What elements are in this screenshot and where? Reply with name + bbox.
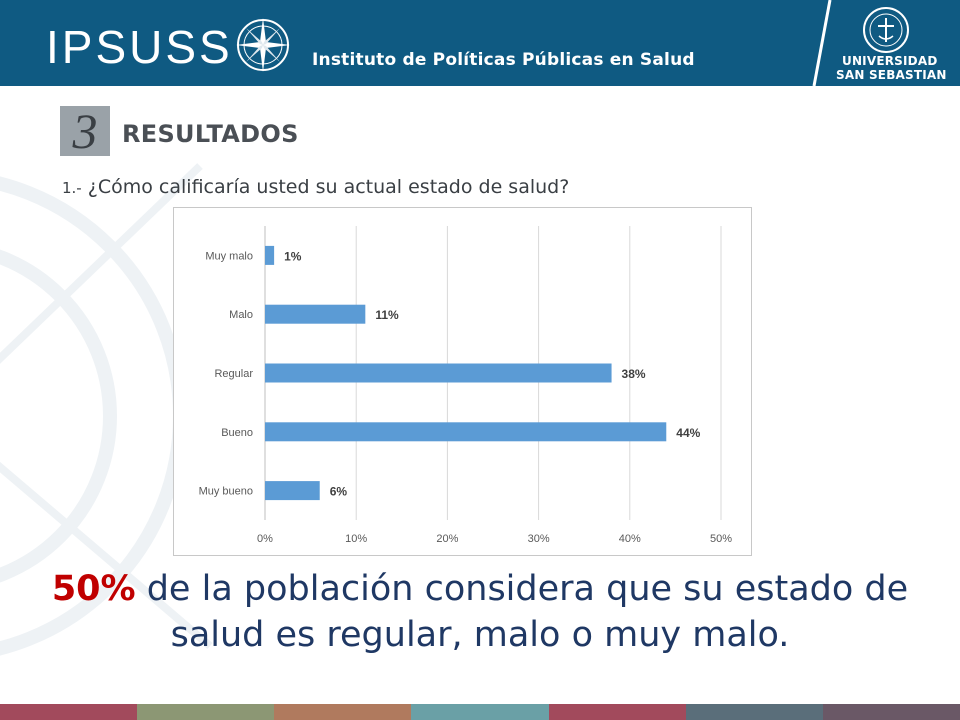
- chart-frame: 0% 10% 20% 30% 40% 50% Muy malo 1% Malo 11% Regula…: [173, 207, 752, 556]
- conclusion-line1: de la población considera que su estado …: [135, 569, 909, 609]
- bar-chart: 0% 10% 20% 30% 40% 50% Muy malo 1% Malo 11% Regula…: [199, 226, 732, 545]
- category-label: Regular: [214, 368, 253, 380]
- conclusion-line2: salud es regular, malo o muy malo.: [170, 615, 790, 655]
- conclusion-highlight: 50%: [51, 569, 136, 609]
- strip-segment: [137, 704, 275, 720]
- header-divider: [812, 0, 832, 86]
- x-tick-label: 50%: [710, 533, 732, 545]
- conclusion-text: 50% de la población considera que su est…: [0, 566, 960, 658]
- data-label: 44%: [676, 426, 700, 440]
- header-banner: IPSUSS Instituto de Políticas Públicas e…: [0, 0, 960, 86]
- section-title: RESULTADOS: [122, 120, 299, 148]
- data-label: 38%: [622, 367, 646, 381]
- bar: [265, 304, 366, 324]
- x-tick-label: 40%: [619, 533, 641, 545]
- data-label: 11%: [375, 308, 399, 322]
- x-tick-label: 0%: [257, 533, 273, 545]
- university-name-line1: UNIVERSIDAD: [842, 54, 938, 68]
- university-seal-icon: [863, 7, 909, 53]
- section-number-badge: 3: [60, 106, 110, 156]
- institute-subtitle: Instituto de Políticas Públicas en Salud: [312, 50, 695, 70]
- strip-segment: [0, 704, 138, 720]
- data-label: 1%: [284, 249, 302, 263]
- bar: [265, 245, 275, 265]
- compass-logo-icon: [236, 18, 290, 72]
- survey-question: 1.- ¿Cómo calificaría usted su actual es…: [62, 176, 569, 198]
- bar: [265, 422, 667, 442]
- category-label: Malo: [229, 309, 253, 321]
- category-label: Muy bueno: [199, 486, 253, 498]
- question-text: ¿Cómo calificaría usted su actual estado…: [87, 176, 570, 198]
- bar: [265, 481, 320, 501]
- x-tick-label: 30%: [528, 533, 550, 545]
- strip-segment: [822, 704, 960, 720]
- data-label: 6%: [330, 485, 348, 499]
- ipsuss-logo: IPSUSS: [46, 21, 233, 73]
- bar: [265, 363, 612, 383]
- question-number: 1.-: [62, 179, 82, 197]
- strip-segment: [411, 704, 549, 720]
- x-tick-label: 20%: [436, 533, 458, 545]
- category-label: Bueno: [221, 427, 253, 439]
- strip-segment: [274, 704, 412, 720]
- university-name-line2: SAN SEBASTIAN: [836, 68, 947, 82]
- x-tick-label: 10%: [345, 533, 367, 545]
- strip-segment: [685, 704, 823, 720]
- footer-color-strip: [0, 704, 960, 720]
- category-label: Muy malo: [205, 250, 253, 262]
- strip-segment: [548, 704, 686, 720]
